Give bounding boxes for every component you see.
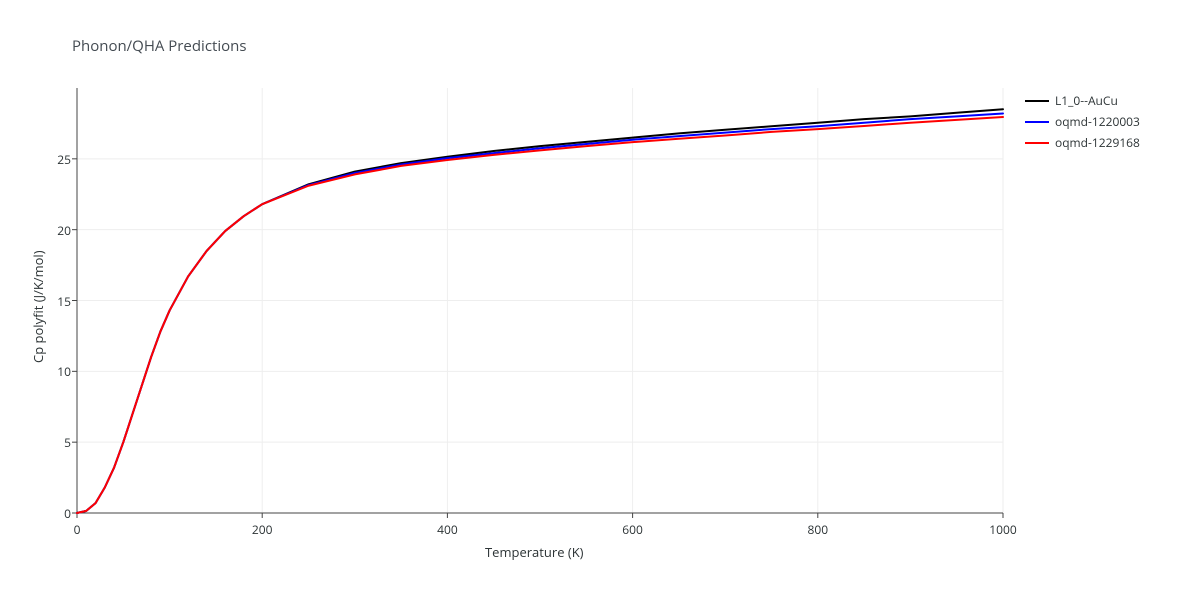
x-axis-label: Temperature (K) [485, 543, 584, 561]
x-tick-label: 200 [247, 521, 277, 538]
x-tick-label: 400 [432, 521, 462, 538]
y-tick-label: 0 [43, 505, 71, 522]
legend-entry[interactable]: oqmd-1220003 [1025, 113, 1140, 130]
series-line[interactable] [77, 114, 1003, 514]
series-line[interactable] [77, 109, 1003, 513]
legend-swatch [1025, 100, 1049, 102]
y-tick-label: 10 [43, 363, 71, 380]
legend-entry[interactable]: oqmd-1229168 [1025, 134, 1140, 151]
x-tick-label: 1000 [988, 521, 1018, 538]
legend-swatch [1025, 142, 1049, 144]
legend-label: oqmd-1229168 [1055, 134, 1140, 151]
legend[interactable]: L1_0--AuCu oqmd-1220003 oqmd-1229168 [1025, 92, 1140, 155]
legend-label: L1_0--AuCu [1055, 92, 1118, 109]
chart-container: Phonon/QHA Predictions Cp polyfit (J/K/m… [0, 0, 1200, 600]
legend-label: oqmd-1220003 [1055, 113, 1140, 130]
plot-svg [0, 0, 1200, 600]
x-tick-label: 800 [803, 521, 833, 538]
x-tick-label: 0 [62, 521, 92, 538]
series-line[interactable] [77, 117, 1003, 513]
legend-swatch [1025, 121, 1049, 123]
y-tick-label: 20 [43, 222, 71, 239]
legend-entry[interactable]: L1_0--AuCu [1025, 92, 1140, 109]
y-tick-label: 15 [43, 293, 71, 310]
x-tick-label: 600 [618, 521, 648, 538]
y-tick-label: 5 [43, 434, 71, 451]
y-tick-label: 25 [43, 151, 71, 168]
